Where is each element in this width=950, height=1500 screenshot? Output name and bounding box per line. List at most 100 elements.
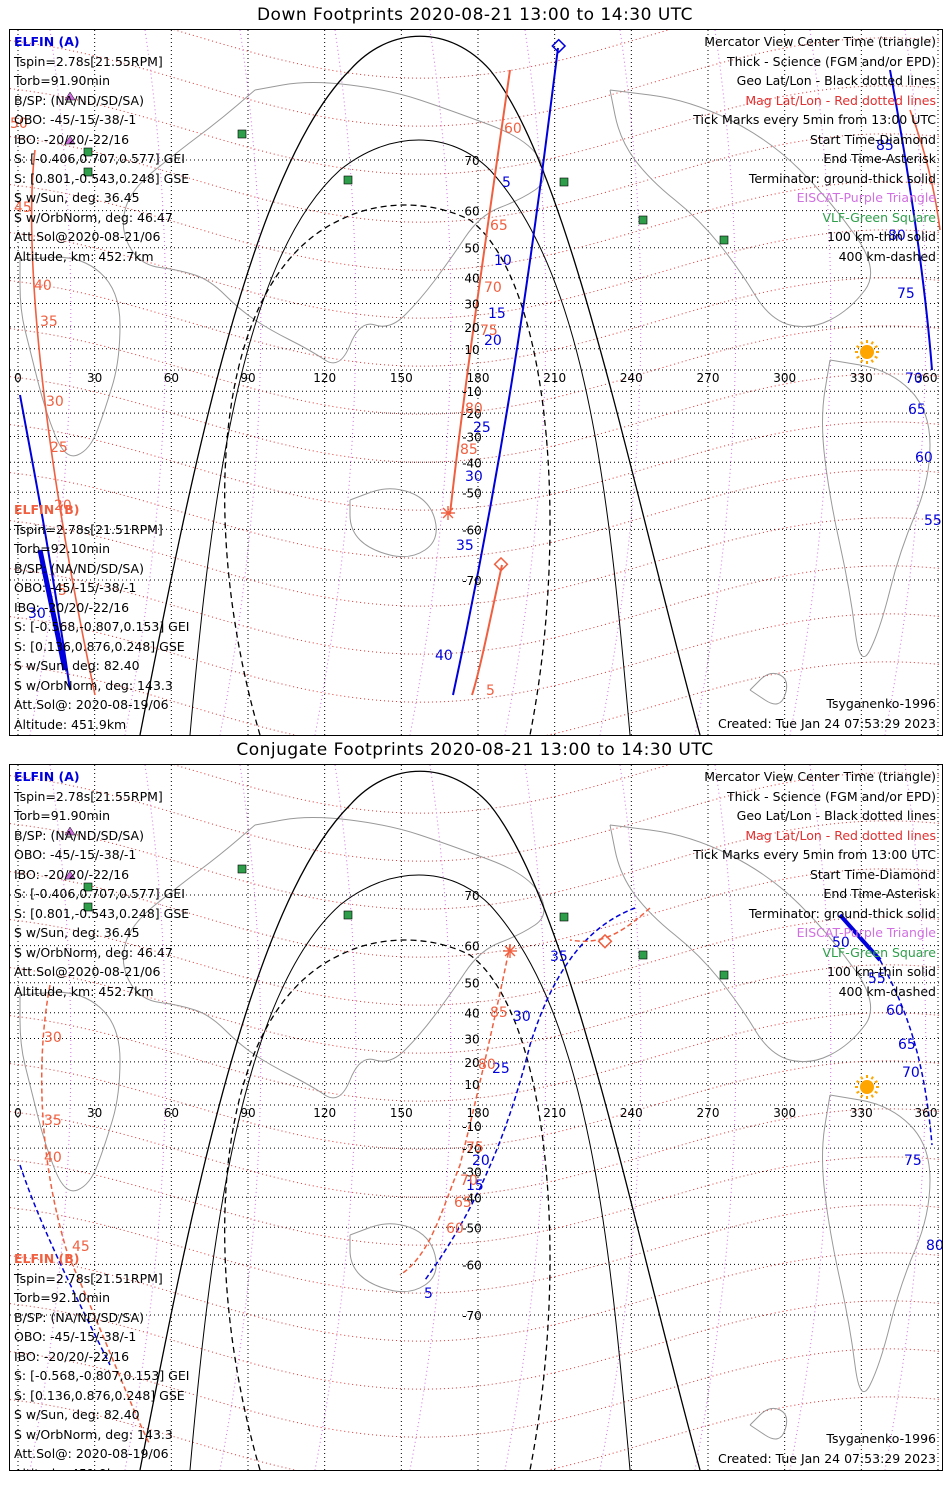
sc-a-tick-label: 35: [550, 949, 568, 965]
end-asterisk-b: [503, 944, 517, 958]
coastlines: [19, 82, 931, 705]
vlf-station: [559, 177, 569, 187]
sc-a-right-tick: 70: [902, 1065, 920, 1081]
sc-a-tick-label: 5: [424, 1286, 433, 1302]
sun-icon: [855, 340, 879, 364]
sun-disc: [860, 1080, 874, 1094]
lat-tick-label: 60: [464, 940, 479, 954]
sc-b-tick-label: 85: [490, 1005, 508, 1021]
sc-a-tick-label: 20: [484, 333, 502, 349]
lon-tick-label: 360: [915, 1106, 938, 1120]
vlf-station: [559, 912, 569, 922]
sc-a-tick-label: 20: [472, 1153, 490, 1169]
sc-a-right-tick: 50: [832, 935, 850, 951]
lat-tick-label: -10: [462, 1120, 482, 1134]
lon-tick-label: 90: [240, 371, 255, 385]
legend-line: 400 km-dashed: [838, 983, 936, 999]
eiscat-triangle: [64, 135, 76, 145]
legend-line: Mercator View Center Time (triangle): [704, 34, 936, 49]
sc-a-right-tick: 85: [876, 138, 894, 154]
lat-tick-label: -10: [462, 385, 482, 399]
coastline: [609, 824, 872, 1063]
sc-b-line: S w/OrbNorm, deg: 143.3: [14, 1426, 173, 1442]
mag-meridian: [504, 765, 547, 1470]
mag-parallel: [10, 229, 941, 319]
legend: Mercator View Center Time (triangle) Thic…: [693, 767, 936, 1001]
sc-a-line: Altitude, km: 452.7km: [14, 248, 154, 264]
legend-line: VLF-Green Square: [822, 944, 936, 960]
sc-a-info: ELFIN (A) Tspin=2.78s[21.55RPM] Torb=91.9…: [14, 767, 189, 1001]
sc-a-tick-label: 25: [492, 1061, 510, 1077]
sc-a-right-tick: 65: [908, 402, 926, 418]
sc-a-right-tick: 80: [888, 228, 906, 244]
mag-meridian: [409, 765, 452, 1470]
lat-tick-label: -60: [462, 523, 482, 537]
sun-ray: [856, 1090, 860, 1094]
sc-b-tick-label: 70: [484, 280, 502, 296]
sc-a-info: ELFIN (A) Tspin=2.78s[21.55RPM] Torb=91.9…: [14, 32, 189, 266]
sc-a-science: [37, 549, 68, 671]
sc-b-line: Torb=92.10min: [14, 541, 111, 556]
sc-b-line: IBO: -20/20/-22/16: [14, 599, 130, 615]
mag-parallel: [10, 964, 941, 1054]
lon-tick-label: 30: [87, 371, 102, 385]
lat-tick-label: -50: [462, 1221, 482, 1235]
mag-parallel: [10, 1012, 941, 1102]
lon-tick-label: 180: [467, 1106, 490, 1120]
asterisk-stroke: [442, 507, 454, 519]
sc-a-line: S w/OrbNorm, deg: 46.47: [14, 209, 173, 225]
sc-a-right-tick: 75: [904, 1153, 922, 1169]
lat-tick-label: 70: [464, 889, 479, 903]
legend-line: 400 km-dashed: [838, 248, 936, 264]
start-diamond-b: [597, 933, 613, 949]
sc-b-line: S: [-0.568,-0.807,0.153] GEI: [14, 619, 190, 634]
sc-b-line: S w/Sun, deg: 82.40: [14, 658, 140, 673]
sc-a-line: Altitude, km: 452.7km: [14, 983, 154, 999]
sc-a-right-tick: 65: [898, 1037, 916, 1053]
legend-line: EISCAT-Purple Triangle: [796, 925, 936, 940]
sc-a-line: Att.Sol@2020-08-21/06: [14, 229, 161, 244]
mag-parallel: [10, 1060, 941, 1150]
legend-line: Tick Marks every 5min from 13:00 UTC: [693, 112, 936, 127]
vlf-station: [237, 129, 247, 139]
lat-tick-label: 40: [464, 1007, 479, 1021]
lat-tick-label: 10: [464, 1078, 479, 1092]
down-footprints-panel: 0 30 60 90 120 150 180 210 240 270 300 330 360 70 60 50…: [9, 29, 943, 736]
coastline: [19, 256, 121, 457]
sc-b-line: Altitude: 451.9km: [14, 716, 127, 732]
sc-a-tick-label: 10: [494, 253, 512, 269]
mag-meridian: [599, 30, 642, 735]
coastline: [19, 991, 121, 1192]
markers: [64, 38, 879, 572]
coastline: [749, 1407, 788, 1440]
lon-tick-label: 150: [390, 1106, 413, 1120]
lat-tick-label: -30: [462, 430, 482, 444]
sc-b-left-tick: 30: [46, 394, 64, 410]
lon-tick-label: 60: [164, 371, 179, 385]
sun-ray: [870, 341, 874, 345]
coastline: [822, 1094, 931, 1393]
lat-tick-label: -20: [462, 407, 482, 421]
sc-a-right-tick: 80: [926, 1238, 942, 1254]
lat-tick-label: 30: [464, 1033, 479, 1047]
lat-tick-label: 60: [464, 205, 479, 219]
mag-meridian: [694, 765, 737, 1470]
sc-a-line: S w/Sun, deg: 36.45: [14, 925, 140, 940]
legend-line: Mag Lat/Lon - Red dotted lines: [745, 827, 936, 843]
panel-title-down: Down Footprints 2020-08-21 13:00 to 14:3…: [256, 5, 694, 25]
footprint-tracks: [19, 47, 941, 696]
mag-parallel: [10, 469, 941, 559]
mag-meridian: [29, 30, 72, 735]
legend-line: Tick Marks every 5min from 13:00 UTC: [693, 847, 936, 862]
sc-a-conj-right: [879, 959, 933, 1146]
legend-line: Mercator View Center Time (triangle): [704, 769, 936, 784]
sc-b-tick-label: 60: [446, 1221, 464, 1237]
model-label: Tsyganenko-1996: [826, 696, 936, 711]
coastline: [609, 89, 872, 328]
lat-tick-label: 40: [464, 272, 479, 286]
sc-b-left-tick: 50: [10, 116, 28, 132]
mag-meridian: [219, 30, 262, 735]
sc-b-tick-label: 75: [480, 323, 498, 339]
vlf-station: [83, 167, 93, 177]
sc-a-science: [838, 913, 882, 962]
